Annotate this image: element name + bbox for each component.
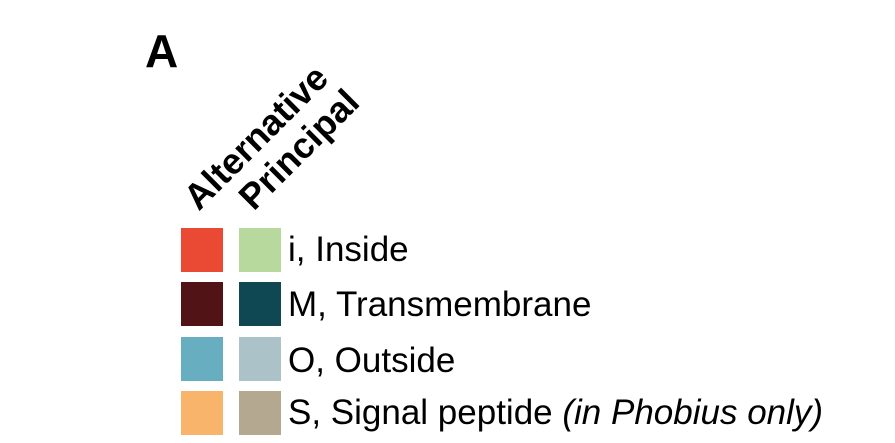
legend-label-inside: i, Inside [288,232,409,267]
legend-label-text: i, Inside [288,230,409,269]
legend-label-transmembrane: M, Transmembrane [288,287,591,322]
swatch-alternative-signal-peptide [181,391,223,435]
legend-label-text: M, Transmembrane [288,285,592,324]
swatch-principal-inside [239,228,281,272]
panel-label: A [145,25,179,77]
legend-label-text: S, Signal peptide [288,393,563,432]
swatch-principal-transmembrane [239,282,281,326]
swatch-alternative-outside [181,337,223,381]
legend-label-text: O, Outside [288,341,456,380]
swatch-alternative-transmembrane [181,282,223,326]
swatch-principal-signal-peptide [239,391,281,435]
swatch-principal-outside [239,337,281,381]
legend-label-note: (in Phobius only) [562,393,824,432]
swatch-alternative-inside [181,228,223,272]
legend-label-signal-peptide: S, Signal peptide (in Phobius only) [288,395,823,430]
legend-label-outside: O, Outside [288,343,455,378]
